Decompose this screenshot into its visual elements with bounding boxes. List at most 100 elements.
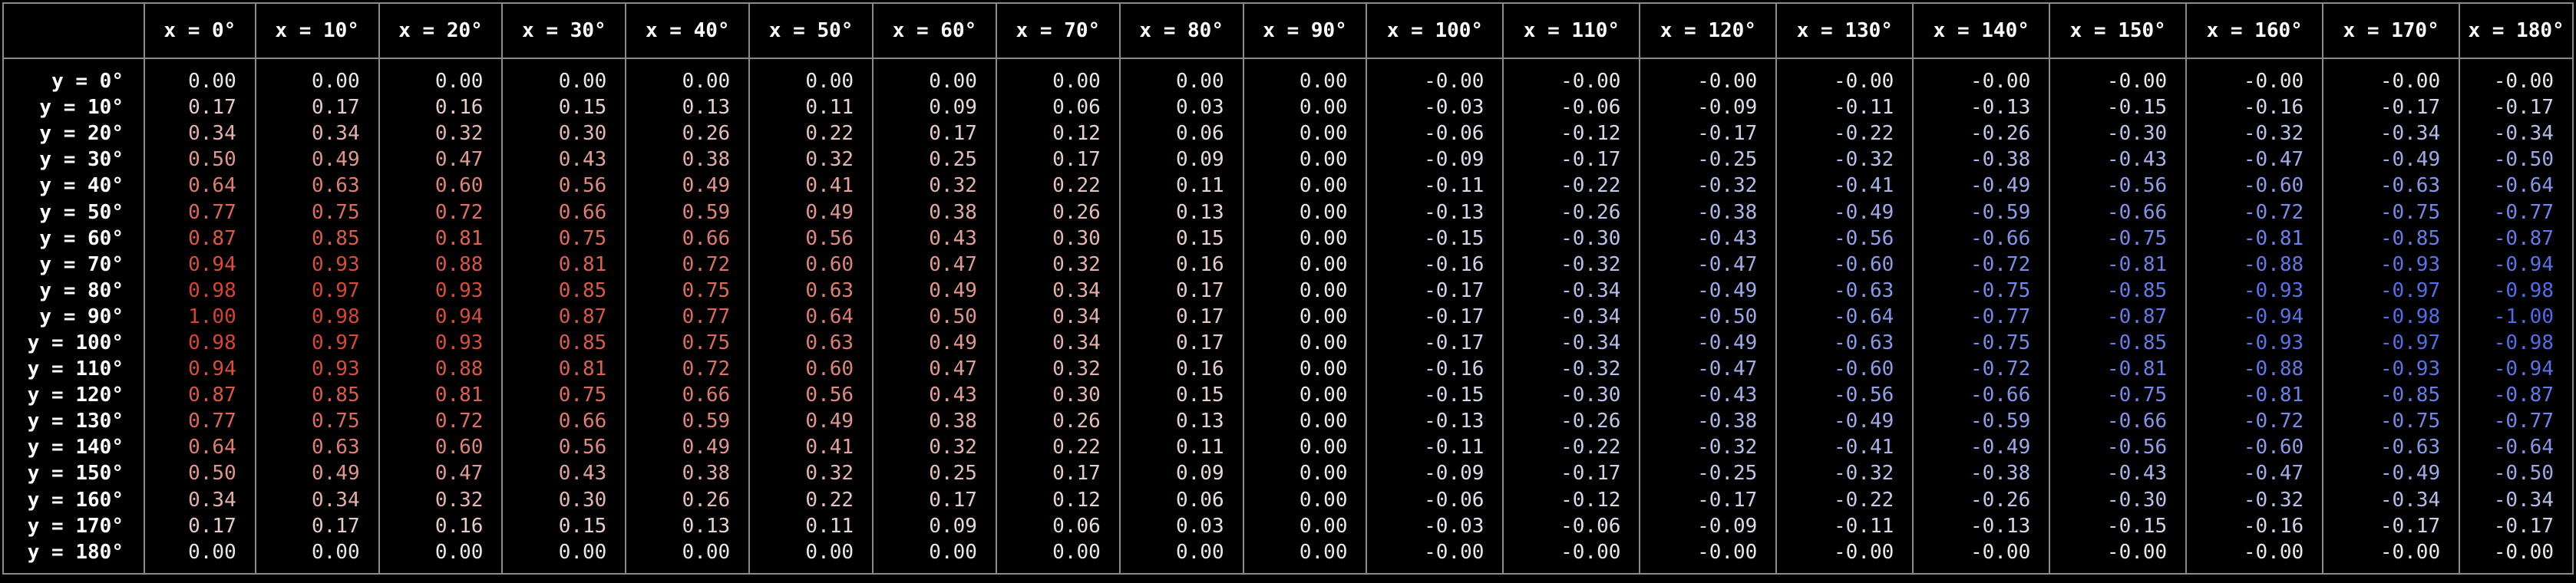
table-cell: -0.32: [1502, 356, 1641, 383]
table-cell: -0.12: [1502, 120, 1641, 147]
column-header: x = 20°: [378, 2, 504, 59]
table-cell: 0.00: [748, 539, 874, 575]
table-cell: -0.43: [1639, 225, 1778, 252]
table-cell: 0.34: [254, 120, 380, 147]
table-cell: 0.63: [748, 329, 874, 357]
table-cell: -0.15: [2049, 512, 2188, 539]
table-cell: 0.12: [995, 120, 1121, 147]
table-row: y = 50° 0.77 0.75 0.72 0.66 0.59 0.49 0.38 0.26 0…: [2, 199, 2574, 226]
table-cell: -0.34: [2322, 120, 2461, 147]
table-cell: -0.75: [2049, 382, 2188, 409]
table-cell: 0.50: [143, 147, 256, 173]
column-header: x = 120°: [1639, 2, 1778, 59]
table-cell: -0.81: [2049, 356, 2188, 383]
table-cell: 0.00: [1242, 173, 1368, 199]
table-cell: -0.17: [1502, 147, 1641, 173]
table-cell: 0.34: [995, 329, 1121, 357]
table-cell: -0.00: [2185, 539, 2324, 575]
table-cell: 0.26: [995, 199, 1121, 226]
table-cell: -0.34: [2459, 486, 2574, 513]
table-cell: 0.00: [143, 539, 256, 575]
row-header: y = 140°: [2, 434, 145, 461]
table-cell: -0.98: [2459, 277, 2574, 304]
table-cell: 0.34: [254, 486, 380, 513]
row-header: y = 70°: [2, 251, 145, 278]
table-cell: 0.59: [625, 408, 751, 435]
row-header: y = 20°: [2, 120, 145, 147]
table-cell: 0.00: [254, 539, 380, 575]
table-cell: -0.34: [1502, 329, 1641, 357]
table-cell: -0.60: [2185, 173, 2324, 199]
table-cell: 0.75: [625, 277, 751, 304]
table-cell: -0.00: [1912, 539, 2051, 575]
table-cell: -0.66: [1912, 382, 2051, 409]
table-cell: -0.50: [2459, 460, 2574, 487]
table-cell: -0.49: [1912, 173, 2051, 199]
table-cell: 0.00: [1242, 58, 1368, 95]
table-cell: 0.00: [1242, 356, 1368, 383]
table-cell: -0.09: [1639, 512, 1778, 539]
table-cell: 0.32: [872, 434, 997, 461]
table-cell: -0.26: [1502, 199, 1641, 226]
table-row: y = 160° 0.34 0.34 0.32 0.30 0.26 0.22 0.17 0.12…: [2, 486, 2574, 513]
table-cell: 0.50: [872, 303, 997, 330]
table-cell: 0.81: [378, 382, 504, 409]
table-cell: 0.93: [254, 356, 380, 383]
table-cell: -0.03: [1366, 512, 1504, 539]
table-cell: 0.97: [254, 277, 380, 304]
table-cell: 0.22: [995, 173, 1121, 199]
table-row: y = 120° 0.87 0.85 0.81 0.75 0.66 0.56 0.43 0.30…: [2, 382, 2574, 409]
table-cell: 0.17: [872, 486, 997, 513]
table-cell: 0.81: [501, 251, 627, 278]
column-header: x = 150°: [2049, 2, 2188, 59]
row-header: y = 90°: [2, 303, 145, 330]
table-cell: 0.87: [143, 225, 256, 252]
table-cell: 0.15: [501, 512, 627, 539]
table-cell: 0.00: [1242, 147, 1368, 173]
table-cell: 0.30: [501, 486, 627, 513]
table-cell: 0.26: [625, 120, 751, 147]
table-cell: 0.12: [995, 486, 1121, 513]
table-cell: -0.09: [1366, 460, 1504, 487]
table-cell: -0.09: [1366, 147, 1504, 173]
table-cell: -0.72: [1912, 356, 2051, 383]
table-cell: -0.47: [2185, 460, 2324, 487]
table-cell: 0.06: [995, 512, 1121, 539]
table-cell: -0.00: [1366, 58, 1504, 95]
table-cell: 0.17: [1118, 329, 1244, 357]
table-cell: 0.43: [872, 382, 997, 409]
table-cell: 0.81: [378, 225, 504, 252]
table-cell: 0.47: [378, 147, 504, 173]
table-cell: 0.94: [143, 251, 256, 278]
table-cell: 0.85: [501, 277, 627, 304]
table-cell: -0.98: [2322, 303, 2461, 330]
table-cell: -0.22: [1502, 173, 1641, 199]
table-cell: 0.06: [1118, 486, 1244, 513]
table-cell: -0.17: [2459, 512, 2574, 539]
table-cell: 0.77: [625, 303, 751, 330]
table-cell: -0.50: [2459, 147, 2574, 173]
table-cell: -0.63: [2322, 173, 2461, 199]
table-cell: -0.00: [2049, 539, 2188, 575]
table-cell: -0.66: [2049, 408, 2188, 435]
column-header: x = 160°: [2185, 2, 2324, 59]
table-row: y = 170° 0.17 0.17 0.16 0.15 0.13 0.11 0.09 0.06…: [2, 512, 2574, 539]
table-cell: -0.49: [1912, 434, 2051, 461]
table-cell: 0.32: [748, 460, 874, 487]
table-cell: -0.49: [2322, 460, 2461, 487]
table-cell: 0.72: [625, 251, 751, 278]
table-cell: 0.49: [254, 460, 380, 487]
table-cell: -0.41: [1775, 173, 1914, 199]
table-cell: 0.47: [872, 251, 997, 278]
table-cell: 0.13: [625, 512, 751, 539]
table-cell: 0.94: [378, 303, 504, 330]
table-cell: 0.00: [625, 539, 751, 575]
column-header: x = 70°: [995, 2, 1121, 59]
table-cell: -0.09: [1639, 94, 1778, 121]
table-cell: 0.87: [143, 382, 256, 409]
table-row: y = 180° 0.00 0.00 0.00 0.00 0.00 0.00 0.00 0.00…: [2, 539, 2574, 575]
table-cell: 0.66: [501, 199, 627, 226]
row-header: y = 10°: [2, 94, 145, 121]
table-cell: -0.17: [1639, 120, 1778, 147]
